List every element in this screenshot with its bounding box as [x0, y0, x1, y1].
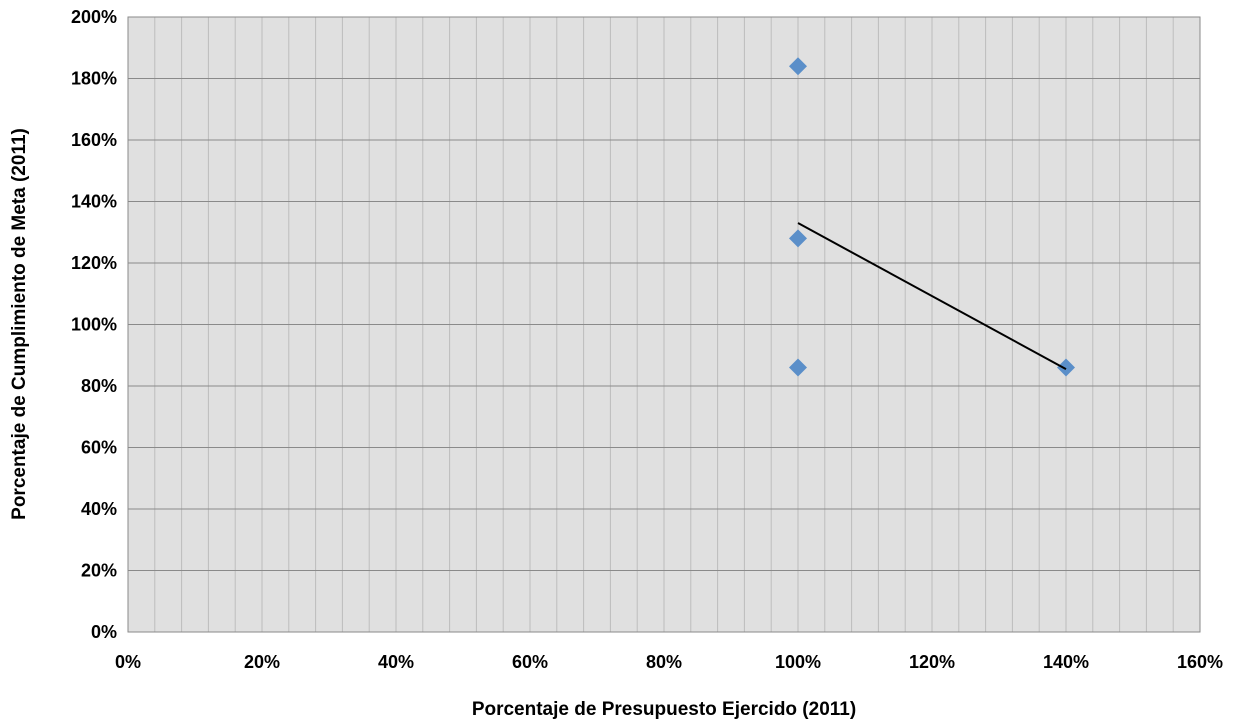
- x-tick-label: 160%: [1177, 652, 1223, 672]
- x-tick-label: 80%: [646, 652, 682, 672]
- trendline-group: [797, 222, 1067, 370]
- data-point: [789, 57, 807, 76]
- plot-area-border: [127, 16, 1201, 633]
- y-tick-label: 0%: [91, 622, 117, 642]
- x-tick-label: 20%: [244, 652, 280, 672]
- data-point: [789, 358, 807, 377]
- y-tick-label: 160%: [71, 130, 117, 150]
- y-tick-label: 140%: [71, 192, 117, 212]
- y-tick-label: 40%: [81, 499, 117, 519]
- y-axis-title: Porcentaje de Cumplimiento de Meta (2011…: [9, 128, 30, 520]
- x-tick-label: 140%: [1043, 652, 1089, 672]
- x-tick-label: 100%: [775, 652, 821, 672]
- x-tick-label: 120%: [909, 652, 955, 672]
- y-tick-label: 60%: [81, 438, 117, 458]
- x-axis-tick-labels: 0% 20% 40% 60% 80% 100% 120% 140% 160%: [115, 652, 1223, 672]
- y-tick-label: 200%: [71, 7, 117, 27]
- y-axis-tick-labels: 0% 20% 40% 60% 80% 100% 120% 140% 160% 180% 200%: [71, 7, 117, 642]
- x-tick-label: 0%: [115, 652, 141, 672]
- y-tick-label: 120%: [71, 253, 117, 273]
- x-axis-title: Porcentaje de Presupuesto Ejercido (2011…: [472, 699, 856, 720]
- x-tick-label: 40%: [378, 652, 414, 672]
- y-tick-label: 20%: [81, 561, 117, 581]
- y-tick-label: 80%: [81, 376, 117, 396]
- data-point: [1057, 358, 1075, 377]
- data-points: [789, 57, 1075, 377]
- y-tick-label: 180%: [71, 69, 117, 89]
- trendline: [797, 222, 1067, 370]
- y-tick-label: 100%: [71, 315, 117, 335]
- data-point: [789, 229, 807, 248]
- x-tick-label: 60%: [512, 652, 548, 672]
